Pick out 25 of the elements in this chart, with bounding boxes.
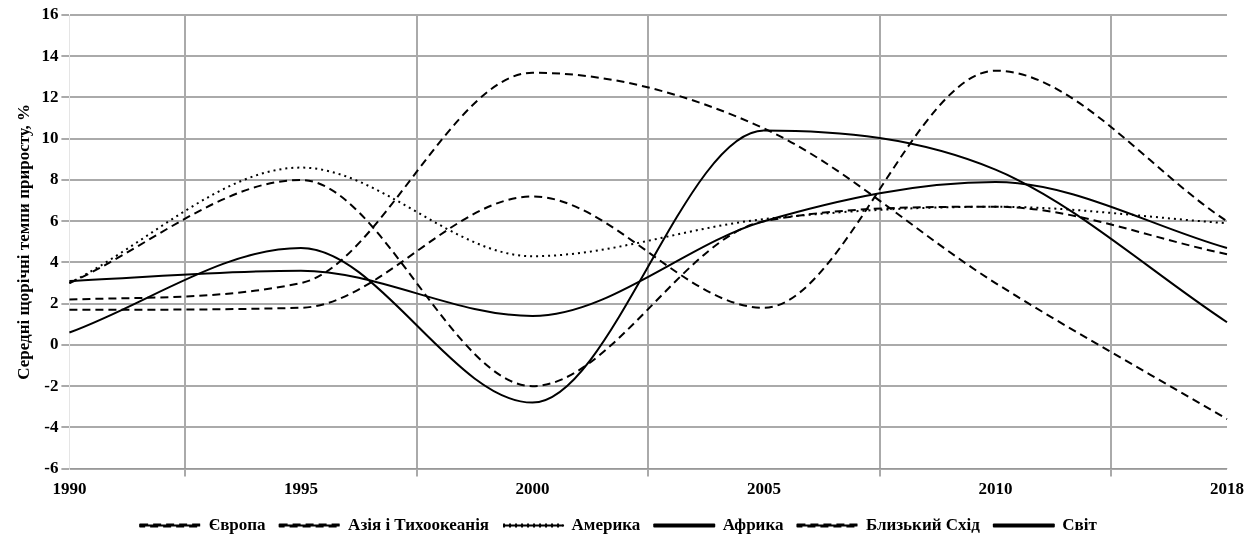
legend-label: Африка	[722, 514, 784, 534]
y-tick-label: 10	[41, 128, 59, 148]
x-tick-label: 1990	[52, 479, 87, 499]
x-tick-label: 2000	[515, 479, 550, 499]
y-tick-label: 12	[41, 86, 59, 106]
legend-label: Близький Схід	[865, 514, 981, 534]
legend-label: Америка	[571, 514, 641, 534]
x-tick-label: 2018	[1210, 479, 1244, 499]
x-tick-label: 2010	[978, 479, 1013, 499]
y-tick-label: 0	[49, 334, 59, 354]
y-tick-label: 14	[41, 45, 59, 65]
y-tick-label: 4	[49, 251, 59, 271]
x-tick-label: 2005	[746, 479, 781, 499]
y-tick-label: -2	[44, 375, 59, 395]
legend-label: Азія і Тихоокеанія	[348, 514, 490, 534]
legend-label: Світ	[1062, 514, 1098, 534]
x-tick-label: 1995	[283, 479, 318, 499]
legend-label: Європа	[208, 514, 267, 534]
y-tick-label: 8	[49, 169, 59, 189]
y-tick-label: -4	[44, 416, 59, 436]
y-tick-label: -6	[44, 457, 59, 477]
y-tick-label: 2	[49, 293, 59, 313]
y-axis-title: Середні щорічні темпи приросту, %	[13, 103, 33, 380]
y-tick-label: 6	[49, 210, 59, 230]
y-tick-label: 16	[41, 4, 59, 24]
